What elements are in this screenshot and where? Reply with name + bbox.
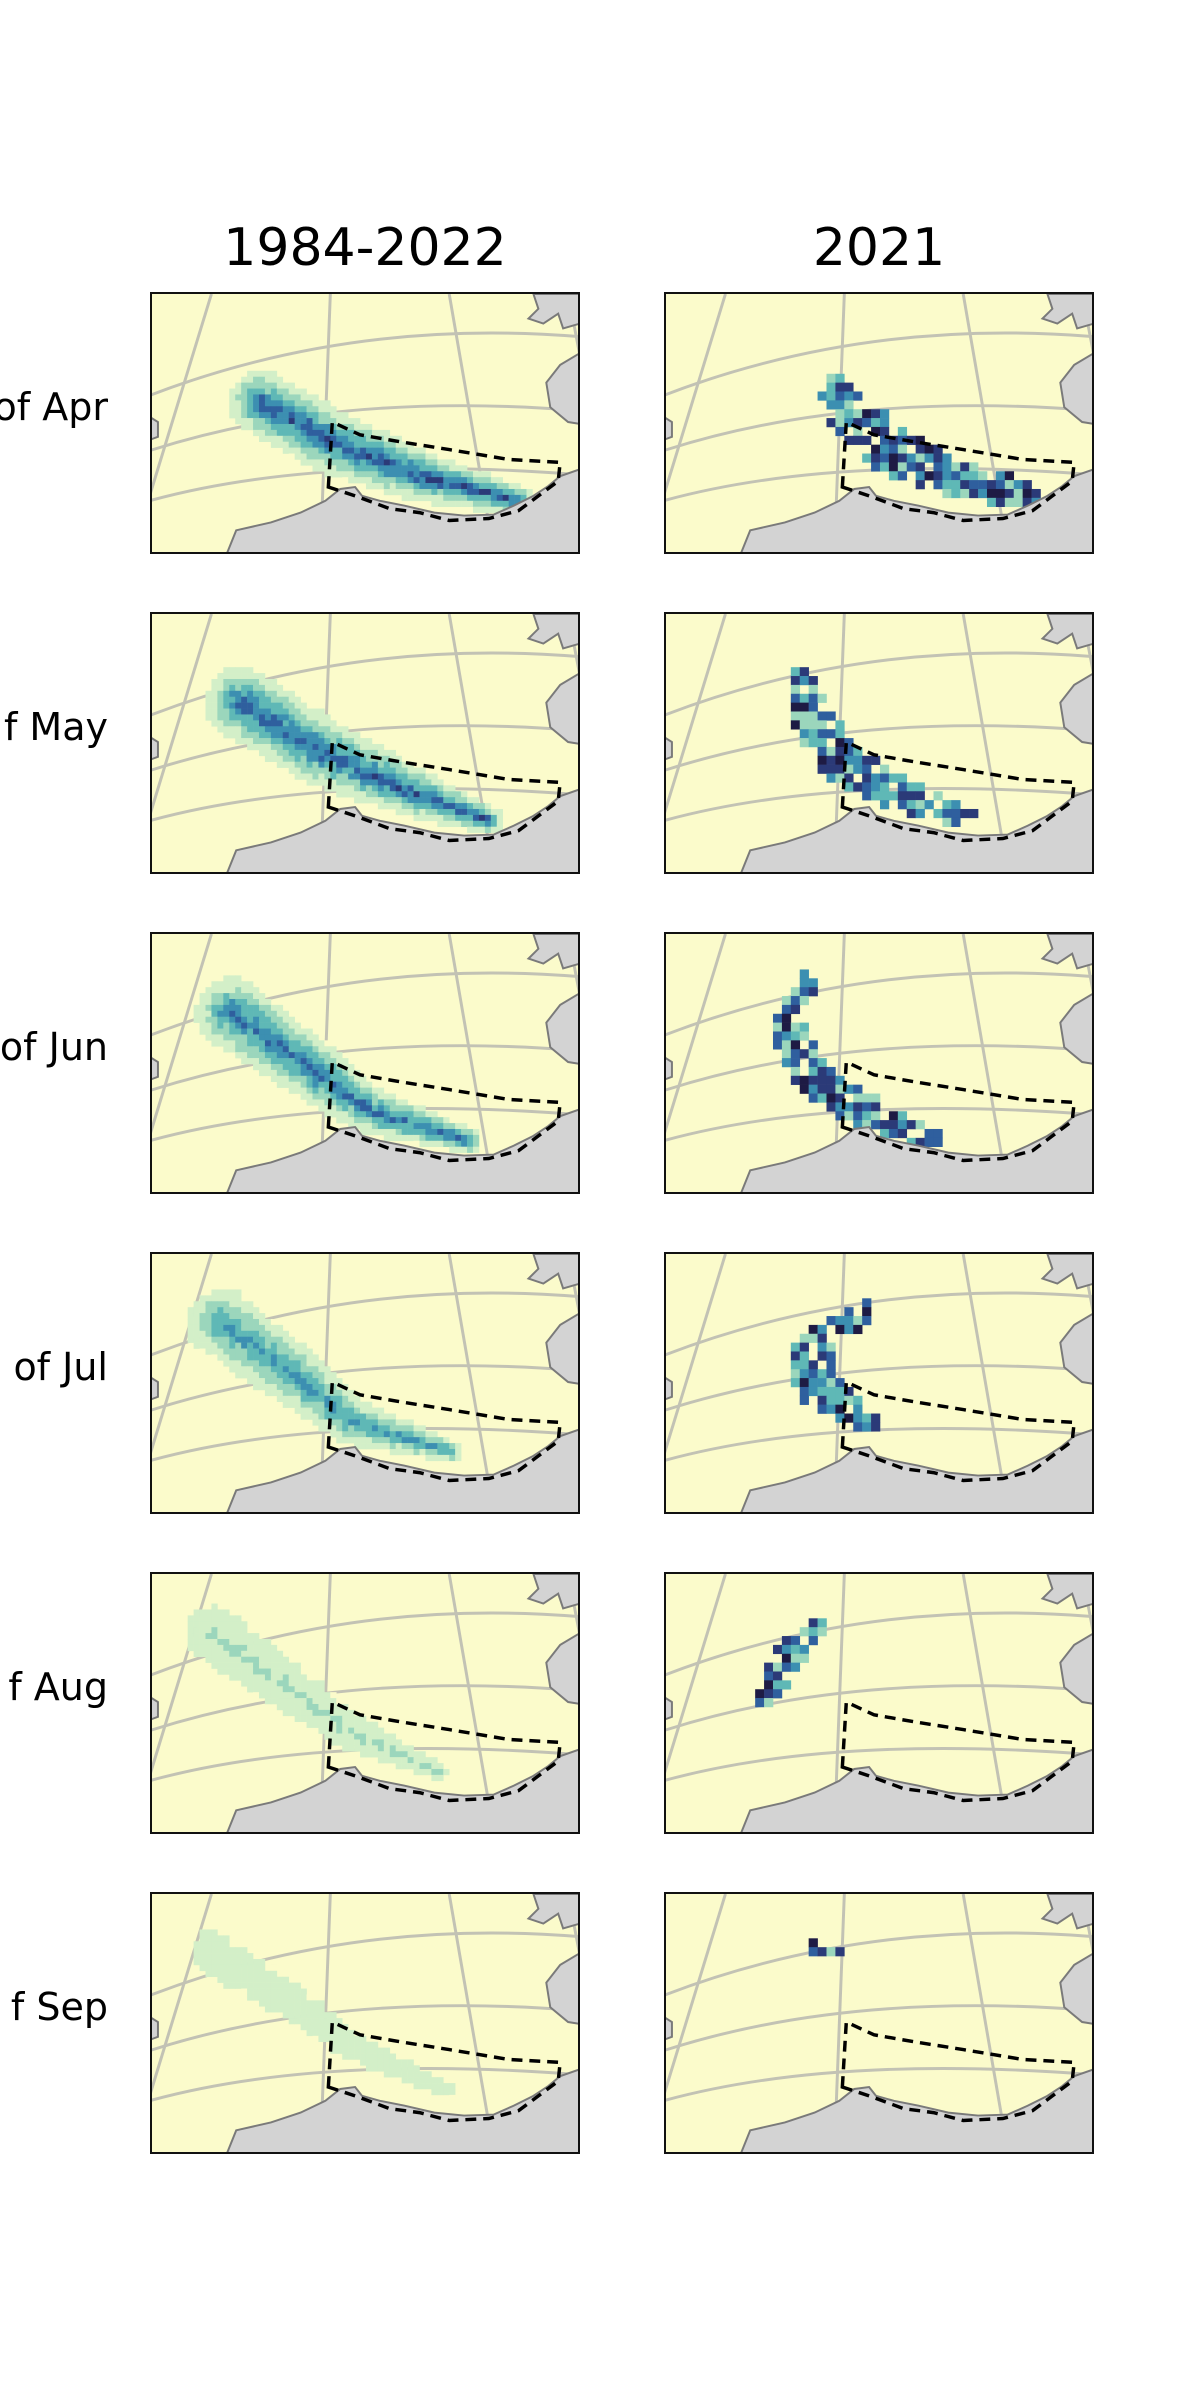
region-boundary [326, 739, 563, 843]
row-label-may: f May [3, 705, 108, 749]
density-layer [817, 373, 1041, 507]
density-layer [205, 667, 504, 833]
map-panel-apr-climatology [150, 292, 580, 554]
density-layer [229, 370, 533, 513]
density-layer [193, 1929, 456, 2102]
density-layer [187, 1289, 462, 1462]
map-panel-may-climatology [150, 612, 580, 874]
graticule [152, 1254, 578, 1512]
density-layer [772, 969, 943, 1147]
density-layer [193, 975, 480, 1153]
map-panel-sep-climatology [150, 1892, 580, 2154]
region-boundary [840, 2019, 1077, 2123]
column-title-2021: 2021 [812, 218, 946, 278]
row-label-apr: of Apr [0, 385, 108, 429]
row-label-sep: f Sep [10, 1985, 108, 2029]
column-title-climatology: 1984-2022 [223, 218, 507, 278]
density-layer [755, 1618, 827, 1708]
graticule [666, 1894, 1092, 2152]
density-layer [181, 1603, 450, 1782]
map-panel-jul-climatology [150, 1252, 580, 1514]
row-label-jul: of Jul [13, 1345, 108, 1389]
map-panel-aug-climatology [150, 1572, 580, 1834]
region-boundary [840, 1059, 1077, 1163]
region-boundary [840, 419, 1077, 523]
density-layer [790, 667, 979, 827]
region-boundary [326, 2019, 563, 2123]
map-panel-may-2021 [664, 612, 1094, 874]
row-label-aug: f Aug [8, 1665, 108, 1709]
map-panel-jul-2021 [664, 1252, 1094, 1514]
region-boundary [326, 1699, 563, 1803]
row-label-jun: of Jun [0, 1025, 108, 1069]
region-boundary [840, 1379, 1077, 1483]
region-boundary [840, 739, 1077, 843]
region-boundary [326, 1379, 563, 1483]
map-panel-apr-2021 [664, 292, 1094, 554]
map-panel-aug-2021 [664, 1572, 1094, 1834]
map-panel-jun-2021 [664, 932, 1094, 1194]
density-layer [790, 1298, 881, 1432]
region-boundary [840, 1699, 1077, 1803]
map-panel-jun-climatology [150, 932, 580, 1194]
graticule [666, 1574, 1092, 1832]
region-boundary [326, 1059, 563, 1163]
density-layer [808, 1938, 845, 1957]
map-panel-sep-2021 [664, 1892, 1094, 2154]
region-boundary [326, 419, 563, 523]
